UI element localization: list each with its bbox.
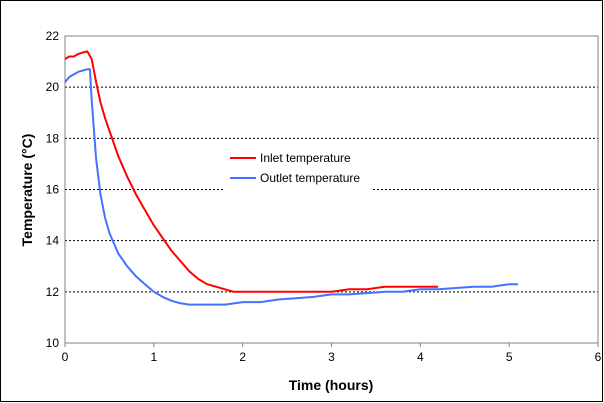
- legend-label-outlet: Outlet temperature: [260, 171, 360, 185]
- series-layer: [64, 50, 518, 306]
- series-line-inlet: [64, 50, 439, 293]
- x-axis-ticks: 0 1 2 3 4 5 6: [62, 343, 602, 364]
- x-tick-label: 0: [62, 350, 69, 364]
- y-tick-label: 14: [46, 234, 60, 248]
- legend-label-inlet: Inlet temperature: [260, 151, 351, 165]
- x-axis-title: Time (hours): [289, 377, 374, 393]
- series-line-outlet: [64, 68, 518, 306]
- x-tick-label: 5: [506, 350, 513, 364]
- y-axis-title: Temperature (°C): [19, 134, 35, 247]
- y-tick-label: 12: [46, 285, 60, 299]
- x-tick-label: 6: [595, 350, 602, 364]
- legend-box: [223, 141, 372, 191]
- y-tick-label: 20: [46, 80, 60, 94]
- x-tick-label: 1: [150, 350, 157, 364]
- x-tick-label: 2: [239, 350, 246, 364]
- legend: Inlet temperature Outlet temperature: [223, 141, 372, 191]
- y-tick-label: 18: [46, 131, 60, 145]
- y-tick-label: 16: [46, 183, 60, 197]
- y-axis-ticks: 10 12 14 16 18 20 22: [46, 29, 60, 350]
- x-tick-label: 4: [417, 350, 424, 364]
- x-tick-label: 3: [328, 350, 335, 364]
- y-tick-label: 10: [46, 336, 60, 350]
- y-tick-label: 22: [46, 29, 60, 43]
